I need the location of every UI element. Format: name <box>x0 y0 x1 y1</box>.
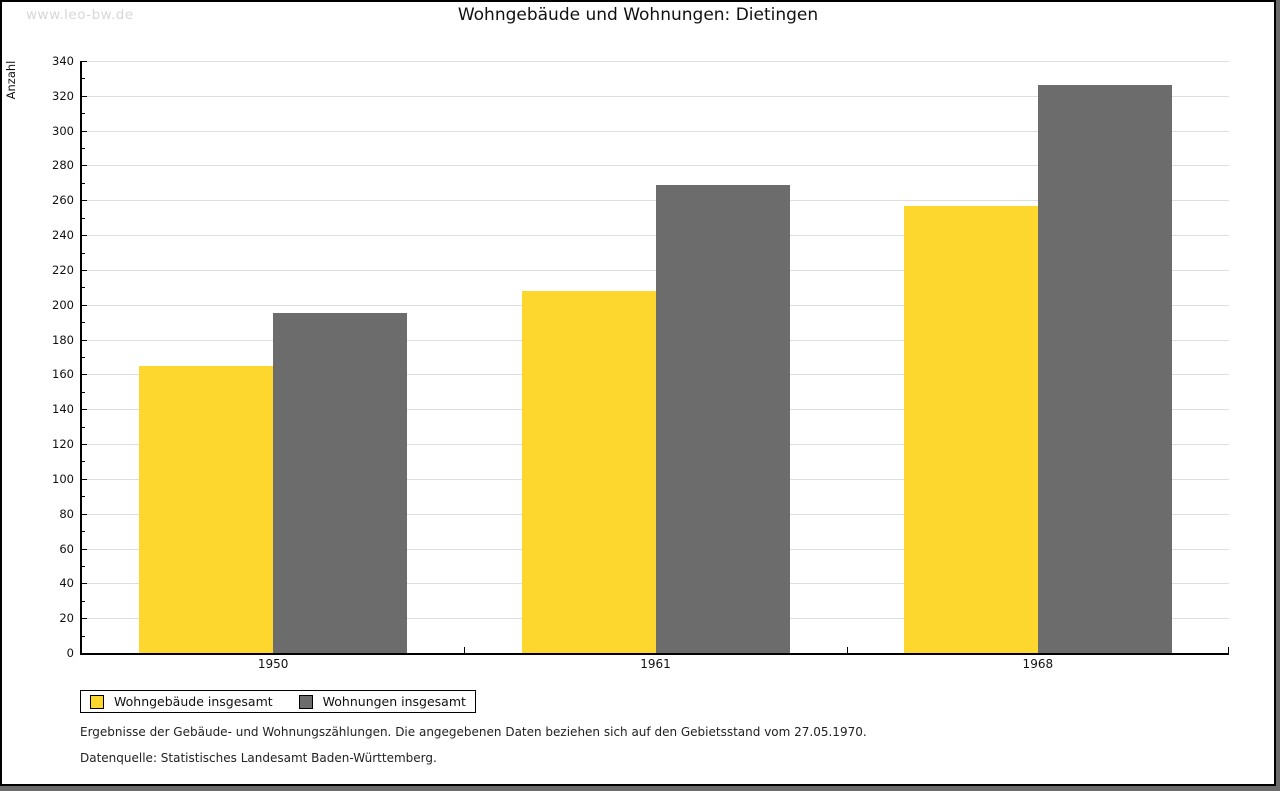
y-major-tick <box>82 165 87 166</box>
y-tick-label: 220 <box>52 263 74 277</box>
y-tick-label: 240 <box>52 228 74 242</box>
y-tick-label: 160 <box>52 367 74 381</box>
y-minor-tick <box>82 566 85 567</box>
y-minor-tick <box>82 392 85 393</box>
y-tick-label: 180 <box>52 333 74 347</box>
bar-1968-wohnungen <box>1038 85 1172 653</box>
y-minor-tick <box>82 427 85 428</box>
legend-item: Wohnungen insgesamt <box>298 693 466 709</box>
y-minor-tick <box>82 636 85 637</box>
bar-1961-wohnungen <box>656 185 790 653</box>
y-tick-label: 80 <box>59 507 74 521</box>
y-major-tick <box>82 374 87 375</box>
y-minor-tick <box>82 113 85 114</box>
x-tick <box>1228 647 1229 653</box>
y-minor-tick <box>82 218 85 219</box>
y-axis-title: Anzahl <box>4 60 18 100</box>
x-tick <box>464 647 465 653</box>
y-minor-tick <box>82 531 85 532</box>
gridline <box>82 270 1229 271</box>
chart-title: Wohngebäude und Wohnungen: Dietingen <box>457 5 819 25</box>
y-major-tick <box>82 444 87 445</box>
x-tick-label: 1968 <box>1022 657 1054 671</box>
legend-swatch <box>90 694 104 709</box>
plot-area: 0 20 40 60 80 100 120 140 160 180 200 220 240 260 280 3… <box>52 55 1229 671</box>
y-minor-tick <box>82 496 85 497</box>
legend-item: Wohngebäude insgesamt <box>90 693 273 709</box>
y-tick-label: 340 <box>52 54 74 68</box>
bar-1950-wohngebaeude <box>139 366 273 653</box>
bar-1961-wohngebaeude <box>522 291 656 653</box>
y-major-tick <box>82 305 87 306</box>
y-major-tick <box>82 61 87 62</box>
legend: Wohngebäude insgesamt Wohnungen insgesamt <box>80 690 476 713</box>
y-tick-label: 300 <box>52 124 74 138</box>
y-minor-tick <box>82 287 85 288</box>
y-major-tick <box>82 270 87 271</box>
y-tick-label: 100 <box>52 472 74 486</box>
y-minor-tick <box>82 253 85 254</box>
bar-1968-wohngebaeude <box>904 206 1038 653</box>
gridline <box>82 131 1229 132</box>
y-major-tick <box>82 583 87 584</box>
y-tick-label: 320 <box>52 89 74 103</box>
y-tick-label: 140 <box>52 402 74 416</box>
y-major-tick <box>82 131 87 132</box>
y-major-tick <box>82 549 87 550</box>
watermark: www.leo-bw.de <box>26 7 134 23</box>
gridline <box>82 165 1229 166</box>
footnote-line-2: Datenquelle: Statistisches Landesamt Bad… <box>80 751 437 765</box>
y-major-tick <box>82 235 87 236</box>
y-minor-tick <box>82 148 85 149</box>
y-major-tick <box>82 479 87 480</box>
y-major-tick <box>82 96 87 97</box>
footnote-line-1: Ergebnisse der Gebäude- und Wohnungszähl… <box>80 725 867 739</box>
y-tick-label: 40 <box>59 576 74 590</box>
legend-label: Wohngebäude insgesamt <box>114 693 273 709</box>
y-major-tick <box>82 618 87 619</box>
y-tick-label: 120 <box>52 437 74 451</box>
legend-swatch <box>298 694 313 709</box>
gridline <box>82 61 1229 62</box>
y-minor-tick <box>82 322 85 323</box>
legend-label: Wohnungen insgesamt <box>322 693 466 709</box>
y-major-tick <box>82 340 87 341</box>
y-major-tick <box>82 514 87 515</box>
y-major-tick <box>82 409 87 410</box>
gridline <box>82 96 1229 97</box>
y-minor-tick <box>82 78 85 79</box>
x-tick <box>847 647 848 653</box>
y-tick-label: 60 <box>59 542 74 556</box>
y-tick-label: 200 <box>52 298 74 312</box>
x-tick-label: 1950 <box>257 657 289 671</box>
y-minor-tick <box>82 601 85 602</box>
y-tick-label: 280 <box>52 158 74 172</box>
y-tick-label: 20 <box>59 611 74 625</box>
bar-1950-wohnungen <box>273 313 407 653</box>
y-tick-label: 260 <box>52 193 74 207</box>
y-major-tick <box>82 200 87 201</box>
gridline <box>82 200 1229 201</box>
y-minor-tick <box>82 357 85 358</box>
x-tick-label: 1961 <box>640 657 671 671</box>
y-minor-tick <box>82 183 85 184</box>
y-minor-tick <box>82 461 85 462</box>
y-tick-label: 0 <box>66 646 74 660</box>
gridline <box>82 235 1229 236</box>
